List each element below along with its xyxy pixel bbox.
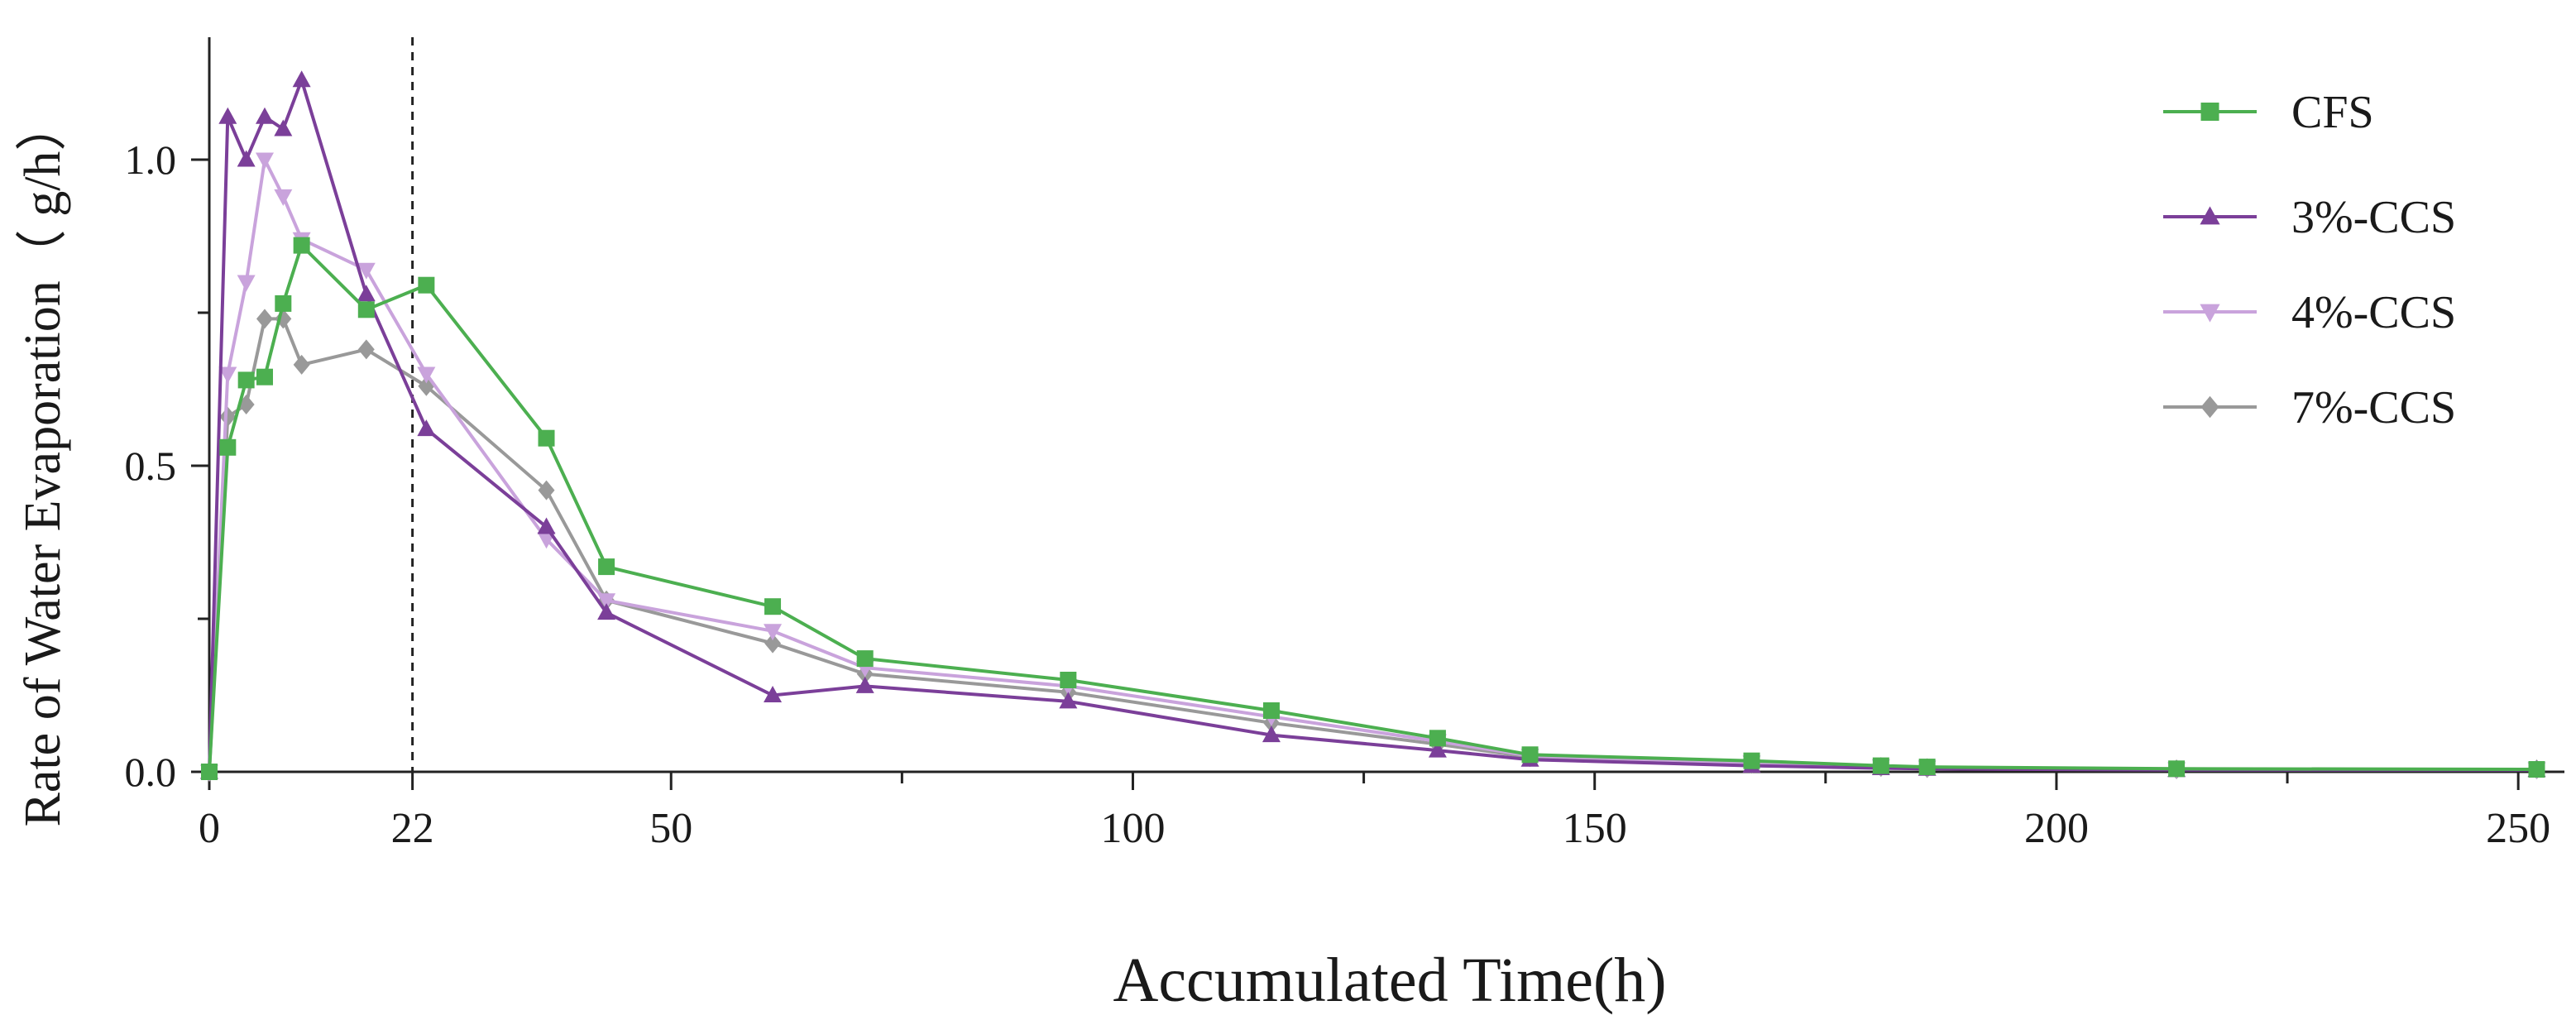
data-point-cfs (357, 301, 375, 318)
data-point-3pct-ccs (218, 107, 237, 124)
legend-marker (2200, 206, 2220, 225)
legend-marker (2200, 103, 2219, 121)
data-point-7pct-ccs (538, 480, 555, 500)
legend-label: 3%-CCS (2291, 192, 2456, 243)
data-point-3pct-ccs (357, 285, 376, 302)
x-tick-label: 100 (1100, 805, 1165, 852)
data-point-4pct-ccs (764, 624, 783, 641)
legend-label: 4%-CCS (2291, 287, 2456, 338)
data-point-3pct-ccs (1059, 692, 1078, 709)
data-point-cfs (1872, 757, 1889, 774)
legend-item-cfs: CFS (2163, 87, 2374, 138)
data-point-cfs (219, 438, 237, 456)
data-point-cfs (856, 650, 874, 668)
legend-item-4pct-ccs: 4%-CCS (2163, 287, 2456, 338)
data-point-3pct-ccs (597, 603, 616, 620)
y-axis-title: Rate of Water Evaporation（ g/h） (15, 100, 71, 827)
data-point-cfs (256, 368, 273, 385)
legend-label: CFS (2291, 87, 2374, 138)
data-point-cfs (201, 764, 218, 780)
data-point-3pct-ccs (855, 676, 874, 693)
data-point-cfs (598, 558, 615, 576)
data-point-3pct-ccs (237, 150, 256, 167)
data-point-cfs (2528, 761, 2545, 778)
data-point-4pct-ccs (417, 366, 436, 384)
data-point-3pct-ccs (764, 686, 783, 702)
data-point-cfs (1743, 752, 1760, 769)
data-point-cfs (2168, 760, 2186, 778)
data-point-cfs (293, 237, 310, 254)
data-point-4pct-ccs (597, 593, 616, 611)
x-tick-label: 50 (649, 805, 692, 852)
data-point-cfs (1918, 759, 1936, 776)
data-point-4pct-ccs (357, 262, 376, 280)
series-cfs (201, 237, 2545, 780)
data-point-7pct-ccs (293, 354, 310, 375)
data-point-7pct-ccs (256, 309, 273, 329)
data-point-3pct-ccs (255, 107, 274, 124)
data-point-3pct-ccs (537, 517, 556, 534)
data-point-4pct-ccs (274, 189, 293, 206)
data-point-7pct-ccs (219, 406, 237, 427)
legend-marker (2200, 304, 2220, 323)
series-group (200, 70, 2546, 782)
data-point-3pct-ccs (417, 419, 436, 437)
data-point-3pct-ccs (274, 119, 293, 136)
data-point-cfs (418, 276, 435, 294)
legend-item-3pct-ccs: 3%-CCS (2163, 192, 2456, 243)
series-line-3pct-ccs (208, 74, 2537, 773)
legend-item-7pct-ccs: 7%-CCS (2163, 382, 2456, 433)
data-point-4pct-ccs (218, 366, 237, 384)
data-point-cfs (538, 429, 555, 447)
x-tick-label: 200 (2024, 805, 2089, 852)
data-point-cfs (1262, 702, 1280, 719)
legend-label: 7%-CCS (2291, 382, 2456, 433)
data-point-cfs (764, 598, 782, 615)
axes: 0 22 50 100 150 200 250 0.0 0.5 1.0 (125, 37, 2564, 852)
data-point-4pct-ccs (255, 152, 274, 170)
data-point-cfs (1060, 672, 1077, 688)
series-line-cfs (208, 242, 2537, 773)
data-point-3pct-ccs (292, 70, 311, 88)
data-point-cfs (275, 295, 292, 312)
data-point-3pct-ccs (1428, 740, 1447, 758)
y-tick-label: 0.5 (125, 443, 177, 489)
legend: CFS 3%-CCS 4%-CCS 7%-CCS (2163, 87, 2456, 433)
data-point-3pct-ccs (1262, 725, 1281, 743)
data-point-cfs (237, 371, 255, 389)
data-point-cfs (1429, 730, 1446, 747)
series-4pct-ccs (200, 152, 2546, 782)
y-tick-label: 0.0 (125, 749, 177, 795)
legend-marker (2200, 395, 2219, 419)
x-tick-label: 0 (199, 805, 220, 852)
data-point-4pct-ccs (237, 275, 256, 292)
series-3pct-ccs (200, 70, 2546, 779)
x-tick-label: 250 (2486, 805, 2550, 852)
data-point-cfs (1521, 746, 1539, 764)
x-tick-label: 22 (391, 805, 434, 852)
data-point-7pct-ccs (357, 339, 375, 360)
x-tick-label: 150 (1563, 805, 1627, 852)
y-tick-label: 1.0 (125, 136, 177, 183)
x-axis-title: Accumulated Time(h) (1113, 946, 1666, 1015)
data-point-7pct-ccs (764, 633, 782, 654)
